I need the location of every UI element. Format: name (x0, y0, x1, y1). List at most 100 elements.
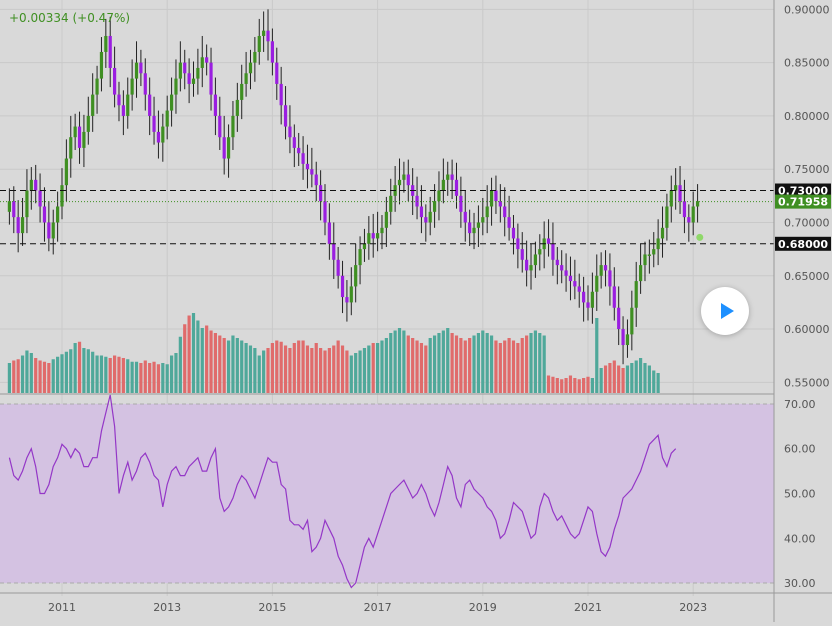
volume-bar (235, 338, 239, 393)
candle-body (77, 126, 82, 148)
volume-bar (270, 343, 274, 393)
candle-body (231, 115, 235, 138)
volume-bar (533, 330, 537, 393)
candle-body (603, 265, 608, 271)
candle-body (38, 190, 42, 207)
candle-body (573, 281, 577, 287)
volume-bar (82, 348, 86, 393)
volume-bar (432, 335, 437, 393)
candle-body (432, 201, 437, 212)
candle-body (104, 35, 108, 52)
volume-bar (652, 370, 656, 393)
candle-body (634, 281, 638, 308)
volume-bar (38, 360, 42, 393)
price-level-badge (775, 236, 831, 251)
volume-bar (266, 348, 270, 393)
candle-body (266, 30, 270, 42)
candle-body (60, 185, 64, 207)
volume-bar (459, 338, 463, 393)
volume-bar (560, 379, 564, 393)
play-button[interactable] (701, 287, 749, 335)
volume-bar (130, 361, 134, 393)
candle-body (20, 217, 25, 234)
candle-body (669, 190, 673, 207)
volume-bar (51, 359, 55, 393)
volume-bar (257, 355, 261, 393)
volume-bar (305, 345, 310, 393)
volume-bar (538, 333, 542, 393)
price-tick-label: 0.85000 (784, 57, 830, 70)
volume-bar (218, 335, 222, 393)
rsi-layer (0, 394, 774, 589)
candle-body (362, 243, 367, 250)
candle-body (152, 115, 156, 132)
candle-body (117, 94, 121, 106)
volume-bar (248, 345, 253, 393)
candle-body (196, 67, 200, 79)
candle-body (130, 78, 134, 95)
volume-bar (643, 363, 647, 393)
volume-bar (577, 379, 581, 393)
candle-body (187, 73, 191, 84)
volume-bar (354, 353, 358, 393)
volume-bar (397, 328, 402, 393)
candle-body (380, 227, 384, 234)
volume-bar (152, 361, 156, 393)
volume-bar (367, 345, 371, 393)
volume-bar (113, 355, 117, 393)
volume-bar (393, 330, 397, 393)
volume-bar (108, 358, 112, 393)
volume-bar (231, 335, 235, 393)
candle-body (165, 110, 169, 127)
candle-body (121, 105, 125, 116)
volume-bar (349, 355, 353, 393)
volume-bar (555, 378, 559, 393)
volume-bar (86, 349, 90, 393)
volume-bar (12, 360, 16, 393)
candle-body (56, 206, 60, 223)
last-price-label: 0.71958 (778, 196, 828, 209)
candle-body (577, 286, 581, 292)
volume-bar (340, 345, 345, 393)
candle-body (148, 94, 152, 116)
volume-bar (376, 343, 380, 393)
volume-bar (95, 355, 99, 393)
volume-bar (389, 333, 393, 393)
candle-body (25, 190, 29, 218)
volume-bar (161, 363, 165, 393)
candle-body (485, 206, 489, 218)
candle-body (608, 270, 612, 287)
volume-bar (625, 365, 630, 393)
candle-body (691, 206, 695, 223)
candle-body (660, 227, 665, 239)
volume-bar (288, 348, 292, 393)
volume-bar (200, 328, 204, 393)
candle-body (695, 201, 700, 207)
volume-bar (498, 343, 502, 393)
volume-bar (603, 365, 608, 393)
last-price-badge (775, 194, 831, 209)
candle-body (108, 35, 112, 68)
rsi-tick-label: 50.00 (784, 488, 816, 501)
play-icon (721, 303, 734, 319)
time-tick-label: 2019 (469, 601, 497, 614)
volume-bar (406, 335, 410, 393)
candle-body (86, 115, 90, 132)
candle-body (507, 217, 511, 228)
candle-body (446, 174, 450, 180)
volume-bar (612, 360, 616, 393)
volume-bar (582, 378, 586, 393)
candle-body (340, 275, 345, 298)
price-level-badge (775, 183, 831, 198)
volume-bar (481, 330, 485, 393)
candle-body (345, 297, 349, 303)
volume-bar (244, 343, 248, 393)
volume-bar (226, 340, 231, 393)
time-tick-label: 2015 (258, 601, 286, 614)
volume-bar (564, 378, 568, 393)
volume-bar (143, 360, 147, 393)
volume-bar (187, 315, 191, 393)
volume-bar (209, 330, 213, 393)
